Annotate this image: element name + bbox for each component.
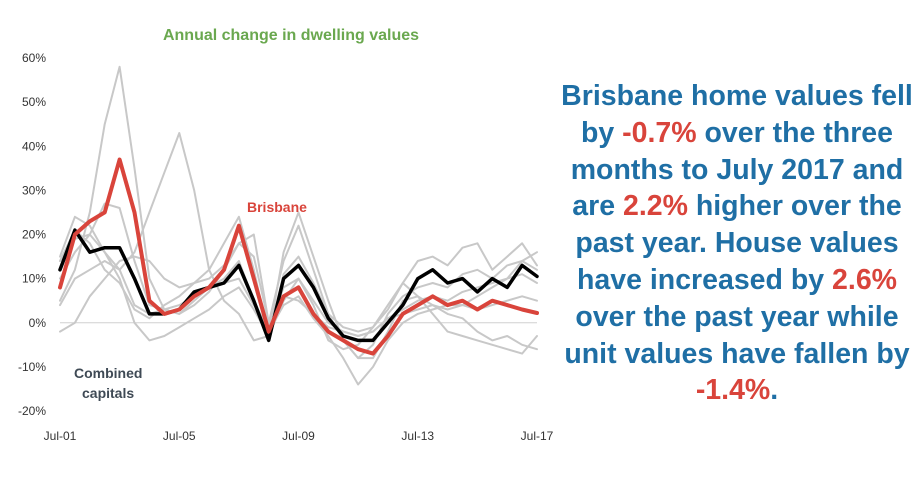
summary-part-1: Brisbane home values fell by [561, 80, 913, 149]
summary-text: Brisbane home values fell by -0.7% over … [560, 78, 914, 409]
series-line-darwin [59, 224, 538, 360]
x-tick-label: Jul-05 [163, 429, 196, 443]
y-tick-label: -20% [18, 404, 46, 418]
y-tick-label: -10% [18, 360, 46, 374]
x-axis-ticks: Jul-01 Jul-05 Jul-09 Jul-13 Jul-17 [44, 429, 554, 443]
summary-part-2: over the three months to July 2017 and a… [570, 116, 904, 223]
summary-value-unit-change: -1.4% [695, 374, 771, 407]
annotation-brisbane: Brisbane [247, 199, 307, 215]
summary-value-annual-change: 2.2% [622, 190, 688, 223]
summary-value-3m-change: -0.7% [622, 116, 697, 149]
line-chart: Annual change in dwelling values 60% 50% 4… [18, 27, 554, 443]
series-line-adelaide [59, 202, 538, 337]
series-line-combined-capitals [58, 228, 539, 343]
y-tick-label: 0% [29, 316, 47, 330]
chart-title: Annual change in dwelling values [163, 27, 419, 44]
x-tick-label: Jul-17 [521, 429, 554, 443]
series-line-hobart [59, 65, 538, 386]
x-tick-label: Jul-09 [282, 429, 315, 443]
summary-part-5: . [770, 374, 779, 407]
y-tick-label: 40% [22, 139, 46, 153]
series-line-brisbane [58, 157, 539, 356]
y-tick-label: 20% [22, 228, 46, 242]
annotation-combined-line1: Combined [74, 365, 142, 381]
x-tick-label: Jul-01 [44, 429, 77, 443]
series-line-sydney [59, 215, 538, 342]
y-tick-label: 10% [22, 272, 46, 286]
summary-part-3: higher over the past year. House values … [575, 190, 902, 296]
y-tick-label: 60% [22, 51, 46, 65]
annotation-combined-line2: capitals [82, 385, 134, 401]
y-tick-label: 50% [22, 95, 46, 109]
summary-part-4: over the past year while unit values hav… [564, 300, 910, 370]
y-axis-ticks: 60% 50% 40% 30% 20% 10% 0% -10% -20% [18, 51, 46, 418]
series-lines [58, 65, 539, 386]
y-tick-label: 30% [22, 183, 46, 197]
series-line-canberra [59, 233, 538, 337]
x-tick-label: Jul-13 [401, 429, 434, 443]
summary-value-house-change: 2.6% [832, 263, 898, 296]
